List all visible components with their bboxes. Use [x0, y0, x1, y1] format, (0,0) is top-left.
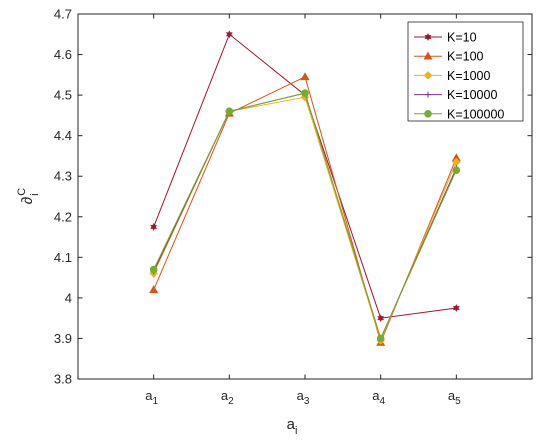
tick-labels-layer: 3.8 3.9 4 4.1 4.2 4.3 4.4 4.5 4.6 4.7 a1 a2 a3 a4 a5 [54, 7, 461, 408]
legend-item-1: K=10 [414, 31, 477, 45]
legend-label-4: K=10000 [447, 88, 497, 102]
y-tick-label-7: 4.4 [54, 128, 72, 143]
y-axis-label-subscript: i [29, 193, 41, 195]
series-layer [149, 30, 461, 346]
data-point-s1-2 [225, 30, 233, 39]
data-point-s5-2 [225, 107, 234, 116]
x-tick-label-4: a4 [372, 388, 385, 407]
data-point-s1-4 [377, 314, 385, 323]
data-point-s1-5 [452, 303, 460, 313]
y-axis-label-base: ∂ [19, 197, 36, 204]
y-tick-label-2: 3.9 [54, 331, 72, 346]
data-point-s5-4 [376, 334, 385, 343]
legend-item-4: K=10000 [414, 88, 497, 102]
legend-label-5: K=100000 [447, 107, 504, 121]
y-tick-label-6: 4.3 [54, 169, 72, 184]
x-axis-label: ai [287, 416, 298, 437]
legend-label-3: K=1000 [447, 69, 490, 83]
data-point-s5-5 [452, 166, 461, 174]
legend-marker-2 [423, 51, 433, 60]
y-tick-label-4: 4.1 [54, 250, 72, 265]
x-tick-label-1: a1 [145, 388, 158, 407]
x-tick-label-2: a2 [221, 388, 234, 407]
legend-marker-1 [424, 32, 432, 42]
data-point-s1-1 [150, 222, 158, 231]
y-axis-label: ∂Ci [16, 188, 41, 204]
y-tick-label-5: 4.2 [54, 209, 72, 224]
legend-item-3: K=1000 [414, 69, 490, 83]
legend-label-1: K=10 [447, 31, 477, 45]
y-axis-label-group: ∂Ci [16, 188, 41, 204]
y-tick-label-10: 4.7 [54, 7, 72, 22]
legend-marker-3 [423, 71, 433, 80]
data-point-s5-3 [301, 89, 309, 97]
x-axis-label-subscript: i [295, 425, 297, 437]
legend-marker-5 [424, 110, 432, 118]
legend-label-2: K=100 [447, 50, 484, 64]
x-axis-label-base: a [287, 416, 296, 433]
legend-item-5: K=100000 [414, 107, 504, 121]
x-tick-label-3: a3 [297, 388, 310, 407]
data-point-s2-3 [300, 72, 310, 81]
legend: K=10 K=100 K=1000 K=10000 K=100000 [407, 21, 524, 122]
data-point-s2-1 [149, 285, 159, 294]
y-tick-label-9: 4.6 [54, 47, 72, 62]
y-tick-label-3: 4 [65, 290, 72, 305]
ticks-layer [78, 13, 532, 380]
y-tick-label-1: 3.8 [54, 372, 72, 387]
y-axis-label-superscript: C [16, 188, 28, 196]
legend-marker-4 [425, 91, 431, 98]
legend-item-2: K=100 [414, 50, 484, 64]
y-tick-label-8: 4.5 [54, 88, 72, 103]
x-tick-label-5: a5 [448, 388, 461, 407]
data-point-s5-1 [149, 265, 158, 274]
